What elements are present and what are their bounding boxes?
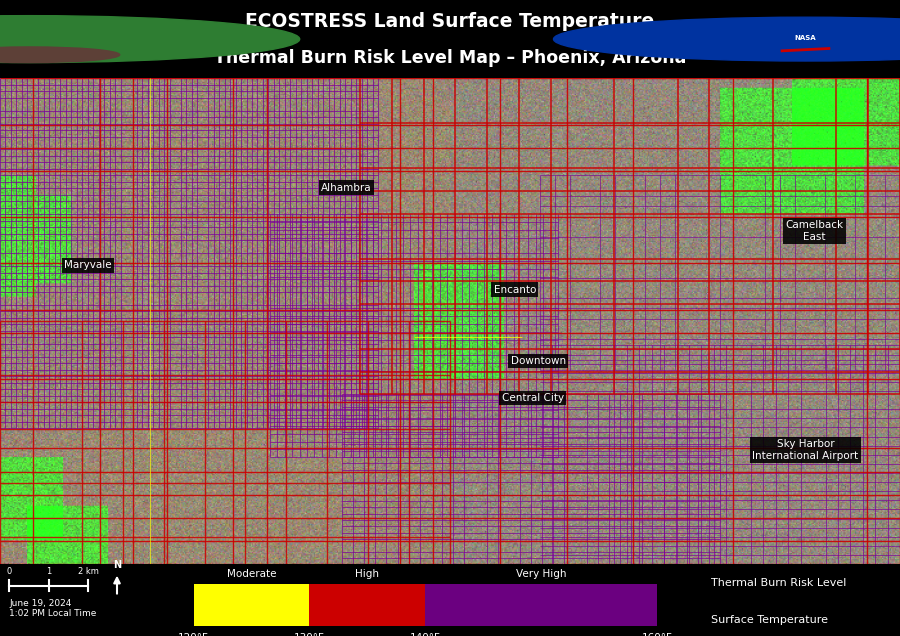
Text: 160°F: 160°F: [642, 633, 672, 636]
Text: Sky Harbor
International Airport: Sky Harbor International Airport: [752, 439, 859, 460]
Bar: [310, 584, 425, 626]
Text: June 19, 2024
1:02 PM Local Time: June 19, 2024 1:02 PM Local Time: [9, 599, 96, 618]
Text: 120°F: 120°F: [178, 633, 209, 636]
Text: N: N: [112, 560, 122, 570]
Text: Very High: Very High: [516, 569, 566, 579]
Text: Maryvale: Maryvale: [65, 260, 112, 270]
Text: Moderate: Moderate: [227, 569, 276, 579]
Text: NASA: NASA: [795, 34, 816, 41]
Text: Thermal Burn Risk Level: Thermal Burn Risk Level: [711, 578, 846, 588]
Text: 0: 0: [6, 567, 12, 576]
Circle shape: [554, 17, 900, 61]
Text: Downtown: Downtown: [510, 356, 566, 366]
Text: Surface Temperature: Surface Temperature: [711, 615, 828, 625]
Text: High: High: [356, 569, 379, 579]
Text: Encanto: Encanto: [493, 284, 536, 294]
Circle shape: [0, 16, 300, 62]
Text: 2 km: 2 km: [77, 567, 99, 576]
Circle shape: [0, 47, 120, 62]
Text: 130°F: 130°F: [294, 633, 325, 636]
Text: California Institute of Technology: California Institute of Technology: [835, 43, 900, 48]
Text: Thermal Burn Risk Level Map – Phoenix, Arizona: Thermal Burn Risk Level Map – Phoenix, A…: [214, 49, 686, 67]
Text: Jet Propulsion Laboratory: Jet Propulsion Laboratory: [835, 20, 900, 29]
Text: ECOSTRESS Land Surface Temperature: ECOSTRESS Land Surface Temperature: [246, 13, 654, 31]
Text: ECOSTRESS: ECOSTRESS: [54, 32, 158, 46]
Bar: [425, 584, 657, 626]
Text: Central City: Central City: [501, 393, 564, 403]
Bar: [194, 584, 310, 626]
Text: Camelback
East: Camelback East: [786, 221, 843, 242]
Text: 1: 1: [46, 567, 51, 576]
Text: 140°F: 140°F: [410, 633, 441, 636]
Text: Alhambra: Alhambra: [321, 183, 372, 193]
